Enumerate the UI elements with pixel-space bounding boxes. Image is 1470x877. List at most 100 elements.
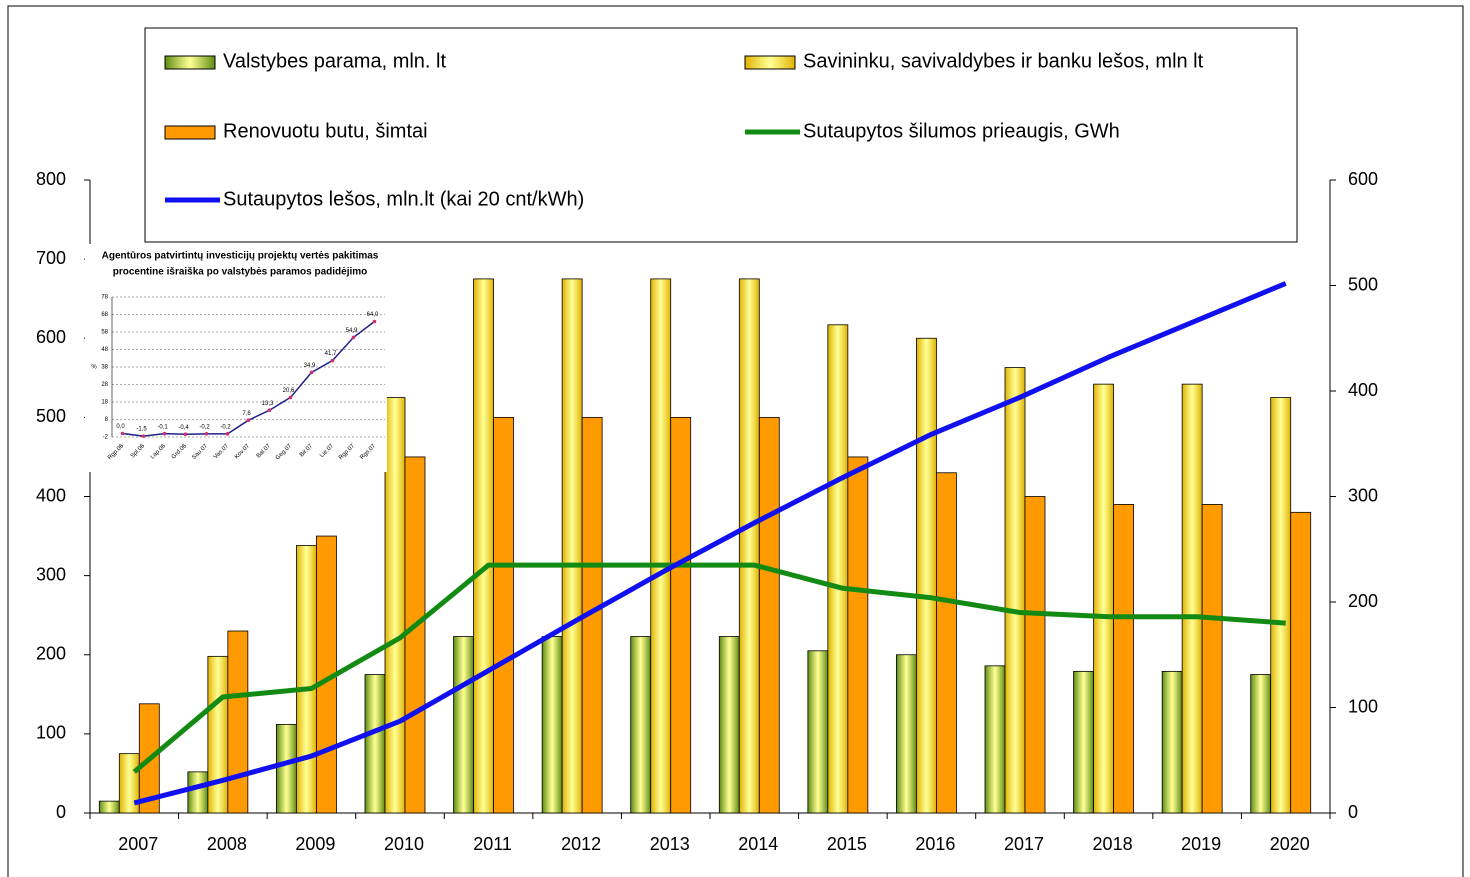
x-tick-label: 2014 xyxy=(738,834,778,854)
y2-tick-label: 500 xyxy=(1348,274,1378,294)
inset-value-label: -0,2 xyxy=(199,424,210,430)
x-tick-label: 2011 xyxy=(473,834,512,854)
bar xyxy=(541,636,563,814)
inset-value-label: 54,9 xyxy=(346,328,358,334)
legend-label: Savininku, savivaldybes ir banku lešos, … xyxy=(803,50,1204,72)
inset-value-label: 0,0 xyxy=(116,424,125,430)
bar xyxy=(1181,383,1203,814)
y-tick-label: 700 xyxy=(36,248,66,268)
bar xyxy=(984,665,1006,814)
bar xyxy=(493,416,514,814)
inset-value-label: 64,0 xyxy=(367,312,379,318)
bar xyxy=(1073,670,1094,814)
legend-label: Renovuotu butu, šimtai xyxy=(223,120,428,142)
bar xyxy=(473,278,494,814)
inset-value-label: 7,6 xyxy=(242,411,251,417)
inset-title: Agentūros patvirtintų investicijų projek… xyxy=(102,251,379,262)
y-tick-label: 300 xyxy=(36,564,66,584)
inset-point xyxy=(330,358,335,363)
inset-point xyxy=(288,395,293,400)
inset-point xyxy=(246,418,251,423)
inset-y-tick-label: 28 xyxy=(101,382,108,388)
y2-tick-label: 0 xyxy=(1348,802,1358,822)
inset-value-label: 13,3 xyxy=(262,401,274,407)
y-tick-label: 100 xyxy=(36,723,66,743)
bar xyxy=(1290,511,1312,814)
y-tick-label: 200 xyxy=(36,644,66,664)
inset-point xyxy=(225,432,230,436)
inset-point xyxy=(309,370,314,375)
legend-label: Sutaupytos lešos, mln.lt (kai 20 cnt/kWh… xyxy=(223,188,584,210)
inset-point xyxy=(351,335,356,340)
bar xyxy=(650,278,672,814)
y-tick-label: 600 xyxy=(36,327,66,347)
x-tick-label: 2008 xyxy=(207,834,247,854)
bar xyxy=(1270,397,1292,814)
x-tick-label: 2012 xyxy=(561,834,601,854)
bar xyxy=(847,456,869,814)
inset-point xyxy=(372,319,377,324)
x-tick-label: 2018 xyxy=(1093,834,1133,854)
inset-point xyxy=(141,434,146,438)
y2-tick-label: 200 xyxy=(1348,591,1378,611)
inset-bg xyxy=(85,244,387,472)
bar xyxy=(561,278,583,814)
x-tick-label: 2019 xyxy=(1181,834,1221,854)
inset-point xyxy=(204,432,209,436)
inset-point xyxy=(267,408,272,413)
y2-tick-label: 400 xyxy=(1348,380,1378,400)
x-tick-label: 2015 xyxy=(827,834,867,854)
legend-swatch xyxy=(744,55,796,70)
legend-label: Sutaupytos šilumos prieaugis, GWh xyxy=(803,120,1120,142)
x-tick-label: 2013 xyxy=(650,834,690,854)
y2-tick-label: 100 xyxy=(1348,696,1378,716)
inset-y-tick-label: 58 xyxy=(101,330,108,336)
bar xyxy=(296,545,317,814)
bar xyxy=(916,337,937,814)
x-tick-label: 2016 xyxy=(915,834,955,854)
inset-value-label: 20,6 xyxy=(283,388,295,394)
line-series xyxy=(132,562,1286,774)
inset-point xyxy=(120,431,125,436)
bar xyxy=(1113,504,1134,814)
inset-y-tick-label: 18 xyxy=(101,400,108,406)
bar xyxy=(630,636,652,814)
bar xyxy=(276,723,297,814)
inset-y-tick-label: 48 xyxy=(101,347,108,353)
bar xyxy=(1004,367,1026,814)
bar xyxy=(670,416,692,814)
bar xyxy=(227,630,249,814)
bar xyxy=(758,416,780,814)
inset-y-tick-label: -2 xyxy=(103,435,109,441)
inset-y-tick-label: 38 xyxy=(101,365,108,371)
inset-value-label: 34,9 xyxy=(304,363,316,369)
bar xyxy=(807,650,829,814)
bar xyxy=(207,655,229,814)
inset-y-tick-label: 68 xyxy=(101,312,108,318)
legend-label: Valstybes parama, mln. lt xyxy=(223,50,446,72)
y-tick-label: 500 xyxy=(36,406,66,426)
bar xyxy=(384,397,406,814)
y2-tick-label: 600 xyxy=(1348,169,1378,189)
bar xyxy=(98,800,120,814)
bar xyxy=(364,674,386,814)
inset-y-tick-label: 78 xyxy=(101,295,108,301)
x-tick-label: 2020 xyxy=(1270,834,1310,854)
inset-value-label: -0,1 xyxy=(157,424,168,430)
bar xyxy=(896,654,917,814)
y-tick-label: 400 xyxy=(36,485,66,505)
line-series xyxy=(133,281,1287,806)
x-tick-label: 2017 xyxy=(1004,834,1044,854)
legend-swatch xyxy=(164,125,216,140)
inset-y-tick-label: 8 xyxy=(105,417,109,423)
bar xyxy=(1024,496,1046,814)
inset-subtitle: procentine išraiška po valstybės paramos… xyxy=(113,267,368,278)
y-tick-label: 800 xyxy=(36,169,66,189)
inset-value-label: -1,5 xyxy=(136,427,147,433)
bar xyxy=(1161,670,1183,814)
bar xyxy=(1201,504,1223,814)
inset-y-label: % xyxy=(91,365,97,371)
inset-point xyxy=(162,431,167,436)
legend-swatch xyxy=(164,55,216,70)
legend xyxy=(144,27,1298,243)
